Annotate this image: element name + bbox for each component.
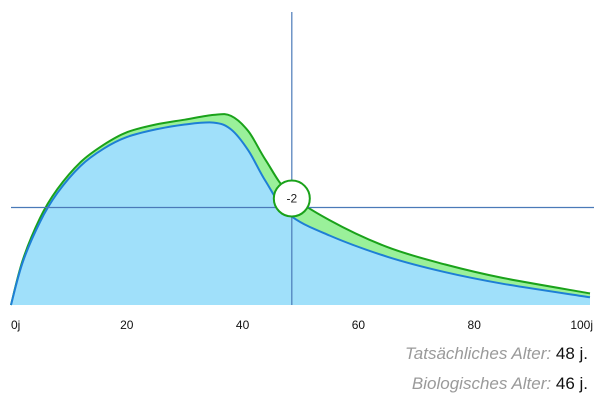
x-tick-label: 40 — [235, 318, 250, 332]
x-tick-label: 80 — [467, 318, 481, 332]
biological-age-label: Biologisches Alter: — [411, 374, 552, 393]
x-tick-label: 20 — [120, 318, 134, 332]
actual-age-label: Tatsächliches Alter: — [404, 344, 552, 363]
series-0-line — [10, 121, 591, 306]
difference-marker[interactable] — [272, 179, 311, 218]
biological-age-row: Biologisches Alter: 46 j. — [412, 374, 588, 394]
actual-age-row: Tatsächliches Alter: 48 j. — [405, 344, 588, 364]
age-curve-chart: -2 — [10, 12, 594, 306]
x-tick-label: 60 — [351, 318, 366, 332]
x-tick-label: 100j — [570, 318, 593, 332]
series-0-area — [11, 122, 590, 306]
actual-age-value: 48 j. — [555, 344, 588, 363]
x-tick-label: 0j — [11, 318, 21, 332]
series-1-line — [10, 113, 591, 306]
biological-age-value: 46 j. — [555, 374, 588, 393]
difference-marker-label: -2 — [286, 192, 297, 206]
